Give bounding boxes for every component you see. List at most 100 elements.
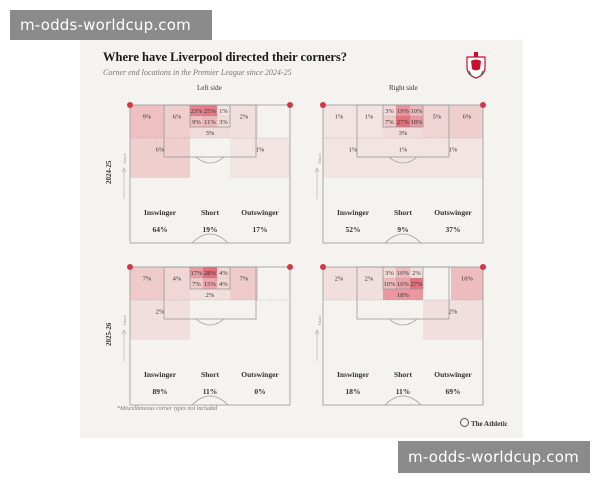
heat-cell-edge-far — [130, 300, 190, 340]
heat-cell-far-box — [423, 105, 451, 138]
cell-label-far-wide: 7% — [143, 275, 152, 282]
heat-cell-edge-centre — [383, 138, 423, 178]
pitch-2: 1% 1%3% 19% 10%7% 27% 18%3%5% 6%1% 1% 1%Inswinge… — [314, 102, 486, 244]
corner-type-label: Outswinger — [434, 208, 472, 217]
heat-cell-central-2 — [396, 116, 410, 127]
heat-cell-six-yard-3 — [217, 105, 230, 116]
heat-cell-far-box — [164, 267, 190, 300]
corner-type-label: Short — [201, 370, 219, 379]
penalty-arc — [195, 156, 225, 164]
cell-label-central-2: 16% — [397, 281, 410, 288]
cell-label-six-yard-3: 4% — [219, 270, 228, 277]
heat-cell-far-wide — [451, 105, 483, 138]
heat-cell-central-1 — [383, 116, 396, 127]
cell-label-six-yard-2: 19% — [397, 108, 410, 115]
heat-cell-penalty-spot — [190, 127, 230, 138]
centre-arc — [191, 233, 229, 244]
corner-flag-right — [287, 264, 293, 270]
cell-label-edge-far: 1% — [449, 146, 458, 153]
heat-cell-central-2 — [396, 278, 410, 289]
corner-type-value: 17% — [253, 225, 268, 234]
watermark-top: m-odds-worldcup.com — [10, 10, 212, 40]
cell-label-edge-near: 1% — [256, 146, 265, 153]
heat-cell-near-box — [230, 267, 258, 300]
heat-cell-near-box — [230, 105, 258, 138]
corner-type-value: 37% — [446, 225, 461, 234]
cell-label-far-box: 5% — [433, 113, 442, 120]
heat-cell-near-box — [355, 267, 383, 300]
cell-label-far-wide: 9% — [143, 113, 152, 120]
athletic-mark-icon — [460, 418, 469, 427]
corner-type-value: 69% — [446, 387, 461, 396]
heat-cell-six-yard-2 — [203, 105, 217, 116]
footnote: *Miscellaneous corner types not included — [117, 406, 218, 412]
heat-cell-central-2 — [203, 278, 217, 289]
centre-arc — [384, 233, 422, 244]
cell-label-penalty-spot: 18% — [397, 292, 410, 299]
cell-label-six-yard-1: 3% — [385, 270, 394, 277]
heat-cell-edge-far — [423, 138, 483, 178]
corner-type-value: 0% — [254, 387, 265, 396]
cell-label-edge-centre: 1% — [399, 146, 408, 153]
centre-arc — [384, 395, 422, 406]
corner-flag-right — [480, 102, 486, 108]
heat-cell-six-yard-1 — [383, 105, 396, 116]
heat-cell-penalty-spot — [190, 289, 230, 300]
cell-label-six-yard-1: 17% — [191, 270, 204, 277]
cell-label-penalty-spot: 3% — [206, 130, 215, 137]
attack-arrow-head — [314, 167, 320, 173]
cell-label-near-box: 2% — [365, 275, 374, 282]
corner-type-label: Inswinger — [144, 208, 177, 217]
cell-label-central-1: 7% — [192, 281, 201, 288]
cell-label-edge-far: 2% — [449, 308, 458, 315]
corner-flag-left — [127, 264, 133, 270]
cell-label-penalty-spot: 2% — [206, 292, 215, 299]
corner-type-value: 18% — [346, 387, 361, 396]
cell-label-six-yard-3: 2% — [412, 270, 421, 277]
chart-title: Where have Liverpool directed their corn… — [103, 50, 348, 64]
cell-label-six-yard-1: 23% — [191, 108, 204, 115]
cell-label-six-yard-2: 28% — [204, 270, 217, 277]
corner-type-value: 52% — [346, 225, 361, 234]
cell-label-near-box: 7% — [240, 275, 249, 282]
pitch-1: 9% 6%23% 25% 1%9% 11% 3%3%2%6% 1%Inswinger64%S… — [121, 102, 293, 244]
heat-cell-six-yard-2 — [396, 267, 410, 278]
corner-type-label: Inswinger — [337, 370, 370, 379]
cell-label-edge-far: 2% — [156, 308, 165, 315]
heat-cell-central-1 — [190, 278, 203, 289]
heat-cell-central-3 — [410, 116, 423, 127]
penalty-arc — [388, 318, 418, 326]
cell-label-central-3: 4% — [219, 281, 228, 288]
corner-type-value: 11% — [203, 387, 218, 396]
heat-cell-penalty-spot — [383, 289, 423, 300]
heat-cell-penalty-spot — [383, 127, 423, 138]
corner-type-label: Inswinger — [337, 208, 370, 217]
cell-label-six-yard-3: 10% — [411, 108, 424, 115]
heat-cell-central-1 — [190, 116, 203, 127]
pitch-heatmaps: 9% 6%23% 25% 1%9% 11% 3%3%2%6% 1%Inswinger64%S… — [121, 102, 486, 406]
liverpool-crest-icon — [466, 52, 486, 79]
heat-cell-six-yard-3 — [217, 267, 230, 278]
cell-label-central-3: 18% — [411, 119, 424, 126]
brand-text: The Athletic — [471, 420, 508, 428]
corner-flag-right — [287, 102, 293, 108]
corner-type-label: Outswinger — [241, 370, 279, 379]
cell-label-near-wide: 2% — [335, 275, 344, 282]
corner-flag-left — [320, 102, 326, 108]
penalty-arc — [388, 156, 418, 164]
corner-type-label: Short — [394, 370, 412, 379]
cell-label-central-2: 27% — [397, 119, 410, 126]
cell-label-far-box: 4% — [173, 275, 182, 282]
pitch-4: 2% 2%3% 10% 2%10% 16% 27%18%10%2%Inswinger18%… — [314, 264, 486, 406]
centre-arc — [191, 395, 229, 406]
corner-flag-right — [480, 264, 486, 270]
heat-cell-six-yard-1 — [190, 267, 203, 278]
heat-cell-central-3 — [217, 116, 230, 127]
heat-cell-far-wide — [130, 105, 164, 138]
corner-type-value: 89% — [153, 387, 168, 396]
cell-label-far-wide: 6% — [463, 113, 472, 120]
heat-cell-near-wide — [323, 267, 355, 300]
heat-cell-near-wide — [323, 105, 355, 138]
pitch-3: 7% 4%17% 28% 4%7% 15% 4%2%7%2%Inswinger89%Sho… — [121, 264, 293, 406]
side-header-left: Left side — [197, 84, 222, 92]
